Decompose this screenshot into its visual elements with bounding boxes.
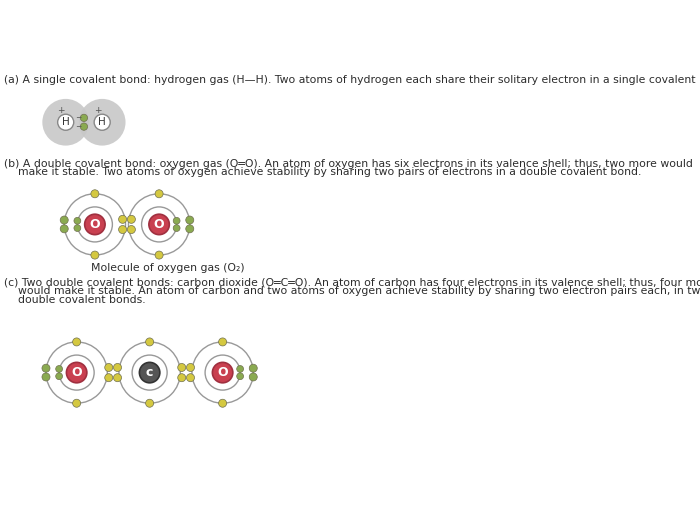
Circle shape	[79, 99, 125, 146]
Circle shape	[74, 224, 81, 232]
Circle shape	[186, 363, 195, 372]
Text: H: H	[98, 117, 106, 127]
Text: make it stable. Two atoms of oxygen achieve stability by sharing two pairs of el: make it stable. Two atoms of oxygen achi…	[4, 168, 641, 178]
Circle shape	[127, 215, 135, 223]
Circle shape	[149, 214, 169, 235]
Circle shape	[178, 363, 186, 372]
Circle shape	[42, 373, 50, 381]
Circle shape	[113, 374, 122, 382]
Circle shape	[105, 374, 113, 382]
Circle shape	[186, 374, 195, 382]
Circle shape	[80, 123, 88, 130]
Circle shape	[85, 214, 105, 235]
Circle shape	[73, 338, 80, 346]
Circle shape	[139, 362, 160, 383]
Text: −: −	[75, 114, 81, 122]
Circle shape	[118, 215, 127, 223]
Circle shape	[237, 365, 244, 373]
Circle shape	[118, 225, 127, 234]
Text: would make it stable. An atom of carbon and two atoms of oxygen achieve stabilit: would make it stable. An atom of carbon …	[4, 286, 700, 297]
Circle shape	[91, 251, 99, 259]
Text: (a) A single covalent bond: hydrogen gas (H—H). Two atoms of hydrogen each share: (a) A single covalent bond: hydrogen gas…	[4, 75, 700, 85]
Circle shape	[218, 399, 227, 407]
Circle shape	[249, 364, 258, 372]
Circle shape	[91, 190, 99, 198]
Circle shape	[186, 225, 194, 233]
Circle shape	[66, 362, 87, 383]
Circle shape	[94, 114, 110, 130]
Circle shape	[249, 373, 258, 381]
Circle shape	[80, 114, 88, 121]
Circle shape	[218, 338, 227, 346]
Text: (c) Two double covalent bonds: carbon dioxide (O═C═O). An atom of carbon has fou: (c) Two double covalent bonds: carbon di…	[4, 278, 700, 288]
Circle shape	[127, 225, 135, 234]
Text: double covalent bonds.: double covalent bonds.	[4, 295, 146, 305]
Circle shape	[42, 99, 89, 146]
Text: O: O	[90, 218, 100, 231]
Circle shape	[42, 364, 50, 372]
Text: +: +	[57, 106, 65, 115]
Circle shape	[146, 338, 153, 346]
Text: −: −	[75, 122, 81, 131]
Circle shape	[146, 399, 153, 407]
Circle shape	[155, 251, 163, 259]
Text: Molecule of oxygen gas (O₂): Molecule of oxygen gas (O₂)	[91, 263, 245, 273]
Circle shape	[173, 217, 180, 224]
Circle shape	[173, 224, 180, 232]
Circle shape	[57, 114, 74, 130]
Text: +: +	[94, 106, 102, 115]
Circle shape	[212, 362, 233, 383]
Text: (b) A double covalent bond: oxygen gas (O═O). An atom of oxygen has six electron: (b) A double covalent bond: oxygen gas (…	[4, 159, 692, 169]
Circle shape	[60, 216, 68, 224]
Circle shape	[186, 216, 194, 224]
Text: O: O	[154, 218, 164, 231]
Circle shape	[178, 374, 186, 382]
Circle shape	[60, 225, 68, 233]
Text: O: O	[71, 366, 82, 379]
Text: H: H	[62, 117, 69, 127]
Circle shape	[113, 363, 122, 372]
Circle shape	[105, 363, 113, 372]
Text: O: O	[217, 366, 228, 379]
Circle shape	[56, 365, 62, 373]
Circle shape	[74, 217, 81, 224]
Text: c: c	[146, 366, 153, 379]
Circle shape	[237, 373, 244, 380]
Circle shape	[73, 399, 80, 407]
Circle shape	[155, 190, 163, 198]
Circle shape	[56, 373, 62, 380]
